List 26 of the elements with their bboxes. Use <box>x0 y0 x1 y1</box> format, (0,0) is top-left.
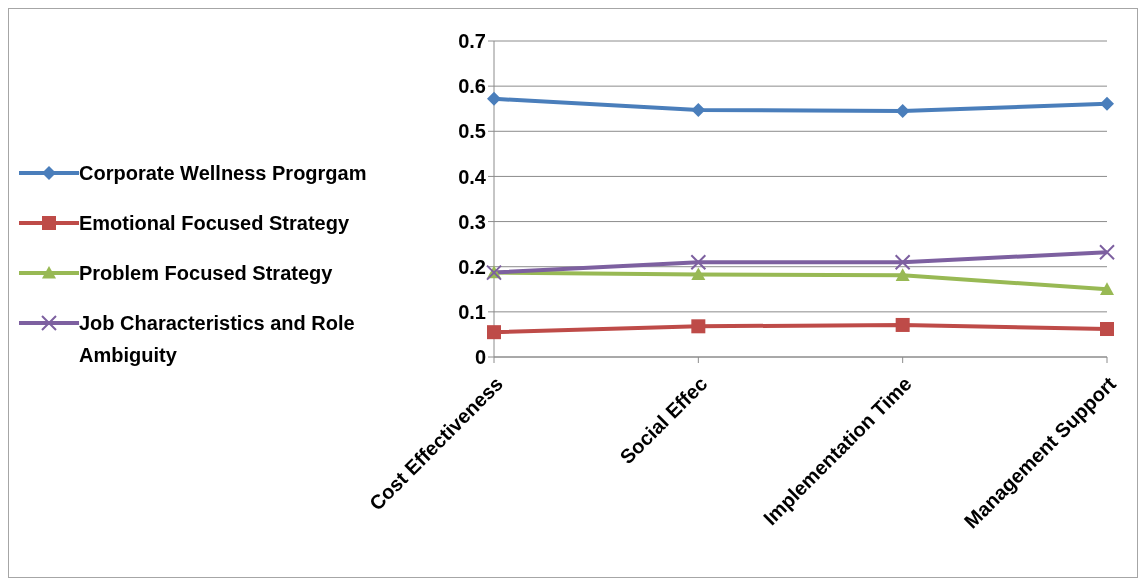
point <box>691 267 706 280</box>
point <box>894 254 911 271</box>
point <box>1100 96 1114 111</box>
point <box>691 103 706 118</box>
point <box>1099 244 1115 261</box>
point <box>487 91 501 106</box>
point <box>895 268 910 281</box>
point <box>691 319 706 334</box>
y-tick-label: 0.6 <box>458 75 486 98</box>
legend-label: Job Characteristics and Role Ambiguity <box>79 311 356 368</box>
point <box>1100 322 1114 337</box>
point <box>487 325 501 340</box>
point <box>690 254 707 271</box>
y-tick-label: 0 <box>474 346 486 369</box>
y-tick-label: 0.3 <box>458 210 486 233</box>
y-tick-label: 0.5 <box>458 120 486 143</box>
y-tick-label: 0.2 <box>458 255 486 278</box>
legend-label: Corporate Wellness Progrgam <box>79 161 367 186</box>
legend-label: Problem Focused Strategy <box>79 261 333 286</box>
point <box>895 317 910 332</box>
y-tick-label: 0.4 <box>458 165 487 188</box>
point <box>1100 282 1114 295</box>
y-tick-label: 0.7 <box>458 30 486 53</box>
y-tick-label: 0.1 <box>458 300 486 323</box>
point <box>895 103 910 118</box>
legend-label: Emotional Focused Strategy <box>79 211 350 236</box>
